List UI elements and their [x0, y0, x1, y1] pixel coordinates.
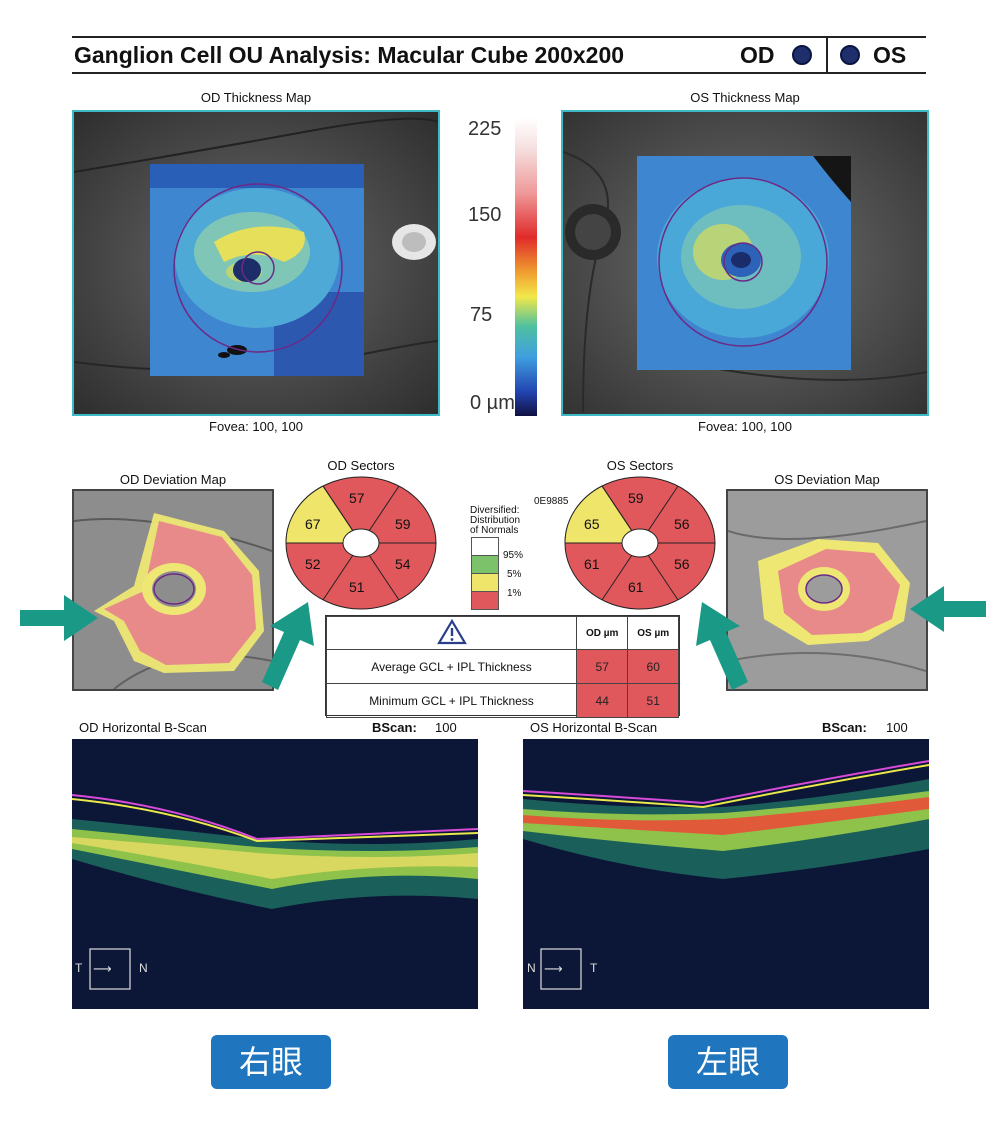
od-sector-superior: 57	[349, 490, 365, 506]
legend-swatch-yellow	[471, 573, 499, 592]
od-eye-dot-icon	[792, 45, 812, 65]
table-row: Average GCL + IPL Thickness 57 60	[326, 649, 679, 684]
legend-label-95: 95%	[503, 550, 524, 561]
legend-swatch-red	[471, 591, 499, 610]
scale-label-75: 75	[470, 304, 493, 326]
od-eye-label: OD	[740, 42, 775, 68]
normals-legend-line-3: of Normals	[470, 525, 519, 536]
arrow-right-icon	[20, 593, 100, 643]
arrow-right-small-icon: ⟶	[544, 961, 563, 976]
od-bscan-title: OD Horizontal B-Scan	[79, 720, 207, 735]
os-sector-superotemporal: 56	[674, 516, 690, 532]
arrow-left-icon	[908, 584, 986, 634]
od-bscan-dir-left: T	[75, 961, 83, 975]
od-sector-inferotemporal: 52	[305, 556, 321, 572]
od-deviation-map-title: OD Deviation Map	[119, 472, 227, 487]
os-sector-inferonasal: 61	[584, 556, 600, 572]
scale-label-225: 225	[468, 118, 502, 140]
os-eye-dot-icon	[840, 45, 860, 65]
od-bscan-label: BScan:	[372, 720, 417, 735]
legend-swatch-green	[471, 555, 499, 574]
minimum-od-value: 44	[575, 683, 629, 718]
col-os-um: OS µm	[627, 616, 679, 650]
os-bscan-dir-left: N	[527, 961, 536, 975]
header-bottom-rule	[72, 72, 926, 74]
os-sectors-chart: 59 56 56 61 61 65	[564, 476, 716, 610]
od-bscan-image: T ⟶ N	[72, 739, 478, 1009]
normals-legend-title: Diversified: Distribution of Normals	[470, 506, 520, 536]
os-bscan-title: OS Horizontal B-Scan	[530, 720, 658, 735]
page-title: Ganglion Cell OU Analysis: Macular Cube …	[74, 42, 625, 68]
eye-separator	[826, 38, 828, 72]
left-eye-badge: 左眼	[668, 1035, 788, 1089]
legend-swatch-white	[471, 537, 499, 556]
metrics-table: OD µm OS µm Average GCL + IPL Thickness …	[325, 615, 680, 718]
od-sector-superotemporal: 67	[305, 516, 321, 532]
header-top-rule	[72, 36, 926, 38]
average-os-value: 60	[627, 649, 679, 684]
table-row: Minimum GCL + IPL Thickness 44 51	[326, 683, 679, 718]
os-sector-superonasal: 65	[584, 516, 600, 532]
od-thickness-map-title: OD Thickness Map	[200, 90, 312, 105]
right-eye-badge: 右眼	[211, 1035, 331, 1089]
os-sector-inferotemporal: 56	[674, 556, 690, 572]
row-label-minimum: Minimum GCL + IPL Thickness	[326, 683, 577, 718]
legend-label-1: 1%	[507, 588, 522, 599]
od-sector-inferior: 51	[349, 579, 365, 595]
od-sector-superonasal: 59	[395, 516, 411, 532]
os-fovea-label: Fovea: 100, 100	[698, 419, 792, 434]
os-thickness-map	[561, 110, 929, 416]
os-deviation-map-title: OS Deviation Map	[774, 472, 880, 487]
od-deviation-map	[72, 489, 274, 691]
od-bscan-dir-right: N	[139, 961, 148, 975]
thickness-color-scale	[515, 118, 537, 416]
col-od-um: OD µm	[575, 616, 629, 650]
od-sector-inferonasal: 54	[395, 556, 411, 572]
normals-legend-line-2: Distribution	[470, 515, 521, 526]
warning-icon	[326, 616, 577, 650]
os-sector-superior: 59	[628, 490, 644, 506]
os-sector-inferior: 61	[628, 579, 644, 595]
normals-legend-line-1: Diversified:	[470, 505, 520, 516]
arrow-up-left-icon	[692, 598, 752, 694]
os-bscan-dir-right: T	[590, 961, 598, 975]
os-bscan-image: N ⟶ T	[523, 739, 929, 1009]
arrow-up-right-icon	[258, 598, 318, 694]
od-bscan-value: 100	[435, 720, 457, 735]
legend-label-5: 5%	[507, 569, 522, 580]
os-thickness-map-title: OS Thickness Map	[690, 90, 800, 105]
od-fovea-label: Fovea: 100, 100	[209, 419, 303, 434]
od-sectors-title: OD Sectors	[327, 458, 395, 473]
od-thickness-map	[72, 110, 440, 416]
normals-code: 0E9885	[534, 496, 569, 507]
os-sectors-title: OS Sectors	[606, 458, 674, 473]
od-sectors-chart: 57 59 54 51 52 67	[285, 476, 437, 610]
os-deviation-map	[726, 489, 928, 691]
scale-label-150: 150	[468, 204, 502, 226]
row-label-average: Average GCL + IPL Thickness	[326, 649, 577, 684]
os-bscan-value: 100	[886, 720, 908, 735]
average-od-value: 57	[575, 649, 629, 684]
os-eye-label: OS	[873, 42, 907, 68]
minimum-os-value: 51	[627, 683, 679, 718]
os-bscan-label: BScan:	[822, 720, 867, 735]
scale-label-0: 0 µm	[470, 392, 515, 414]
arrow-right-small-icon: ⟶	[93, 961, 112, 976]
